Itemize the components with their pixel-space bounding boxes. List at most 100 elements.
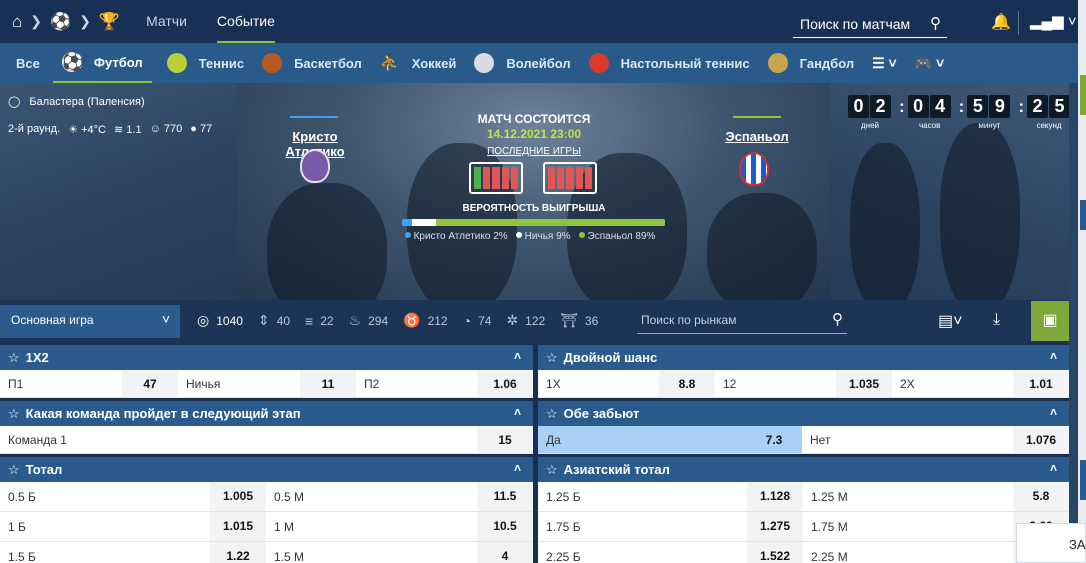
sport-tab-table-tennis[interactable]: Настольный теннис [580, 43, 759, 83]
odd-cell[interactable]: П2 1.06 [356, 370, 533, 397]
odd-cell[interactable]: 1X 8.8 [538, 370, 715, 397]
odd-value: 1.005 [210, 482, 266, 511]
odd-cell[interactable]: 1.25 Б 1.128 [538, 482, 803, 511]
sport-tab-all[interactable]: Все [0, 43, 53, 83]
market-header[interactable]: ☆ 1X2 ˄ [0, 345, 533, 370]
main-game-select[interactable]: Основная игра ˅ [0, 305, 180, 338]
star-icon[interactable]: ☆ [546, 462, 558, 477]
chevron-up-icon[interactable]: ˄ [513, 405, 521, 419]
odd-cell[interactable]: 1 М 10.5 [266, 512, 533, 541]
odd-label: 1.25 Б [546, 489, 581, 504]
probability-legend-item: Эспаньол 89% [578, 231, 655, 242]
odd-cell[interactable]: Ничья 11 [178, 370, 356, 397]
market-header[interactable]: ☆ Обе забьют ˄ [538, 401, 1069, 426]
odd-cell[interactable]: 1 Б 1.015 [0, 512, 266, 541]
home-icon[interactable]: ⌂ [12, 11, 23, 31]
esports-menu[interactable]: 🎮 ˅ [906, 43, 954, 83]
market-row: 1.25 Б 1.128 1.25 М 5.8 [538, 482, 1069, 512]
soccer-icon[interactable]: ⚽ [50, 11, 72, 31]
home-team-name[interactable]: Кристо Атлетико [285, 129, 344, 159]
sport-tab-basketball[interactable]: Баскетбол [253, 43, 371, 83]
market-search-input[interactable]: Поиск по рынкам ⚲ [637, 309, 847, 334]
market-double-chance: ☆ Двойной шанс ˄ 1X 8.8 12 1.035 2X 1.01 [538, 345, 1069, 398]
odd-cell[interactable]: 0.5 М 11.5 [266, 482, 533, 511]
home-form-indicator[interactable] [469, 162, 523, 194]
odd-label: Ничья [186, 376, 221, 391]
odd-cell[interactable]: П1 47 [0, 370, 178, 397]
vertical-scrollbar[interactable] [1069, 83, 1078, 563]
odd-cell[interactable]: 1.5 М 4 [266, 542, 533, 563]
trophy-icon[interactable]: 🏆 [98, 11, 121, 31]
nav-link-event[interactable]: Событие [216, 0, 275, 43]
last-games-link[interactable]: ПОСЛЕДНИЕ ИГРЫ [487, 146, 581, 157]
match-search-input[interactable]: Поиск по матчам ⚲ [793, 12, 947, 38]
odd-cell[interactable]: 0.5 Б 1.005 [0, 482, 266, 511]
bar-chart-icon[interactable]: ▂▄▆ ˅ [1030, 13, 1077, 30]
chevron-up-icon[interactable]: ˄ [513, 461, 521, 475]
odd-cell[interactable]: 2X 1.01 [892, 370, 1069, 397]
market-header[interactable]: ☆ Двойной шанс ˄ [538, 345, 1069, 370]
search-icon[interactable]: ⚲ [930, 15, 941, 32]
wind-icon: ≋ [113, 124, 124, 136]
star-icon[interactable]: ☆ [8, 462, 20, 477]
round-label: 2-й раунд. [8, 123, 61, 135]
market-counter[interactable]: ⛩ 36 [560, 312, 598, 329]
market-asian-total: ☆ Азиатский тотал ˄ 1.25 Б 1.128 1.25 М 5.8 … [538, 457, 1069, 563]
away-team-name[interactable]: Эспаньол [725, 129, 789, 144]
nav-link-matches[interactable]: Матчи [146, 13, 187, 29]
odd-cell[interactable]: Команда 1 15 [0, 426, 533, 453]
more-sports-menu[interactable]: ☰ ˅ [863, 43, 906, 83]
digit: 5 [967, 95, 989, 118]
star-icon[interactable]: ☆ [546, 406, 558, 421]
sport-tab-hockey[interactable]: ⛹ Хоккей [371, 43, 466, 83]
odd-label: 1.25 М [811, 489, 848, 504]
market-counter[interactable]: ✲ 122 [506, 312, 545, 329]
sport-tab-volleyball[interactable]: Волейбол [465, 43, 579, 83]
chevron-up-icon[interactable]: ˄ [1049, 405, 1057, 419]
layout-view-icon[interactable]: ▤˅ [938, 313, 963, 330]
star-icon[interactable]: ☆ [8, 350, 20, 365]
bell-icon[interactable]: 🔔 [991, 14, 1011, 31]
weather-info: 2-й раунд. ☀ +4°C ≋ 1.1 ☺ 770 ● 77 [8, 123, 212, 136]
market-row: 1.5 Б 1.22 1.5 М 4 [0, 542, 533, 563]
bottom-popup[interactable]: ЗА [1016, 523, 1086, 563]
download-icon[interactable]: ⤓ [993, 311, 1001, 328]
market-counter[interactable]: ◔ 74 [463, 312, 492, 329]
odd-value: 11.5 [477, 482, 533, 511]
odd-label: Команда 1 [8, 432, 67, 447]
chevron-up-icon[interactable]: ˄ [1049, 461, 1057, 475]
search-icon[interactable]: ⚲ [832, 311, 843, 328]
market-counter[interactable]: ♉ 212 [403, 312, 447, 329]
market-counter[interactable]: ♨ 294 [349, 312, 389, 329]
market-counter[interactable]: ⇕ 40 [258, 312, 290, 329]
odd-cell[interactable]: 1.75 Б 1.275 [538, 512, 803, 541]
chevron-up-icon[interactable]: ˄ [513, 349, 521, 363]
home-team-line [290, 116, 338, 118]
market-header[interactable]: ☆ Тотал ˄ [0, 457, 533, 482]
away-form-indicator[interactable] [543, 162, 597, 194]
volleyball-icon [474, 53, 495, 73]
sport-tab-tennis[interactable]: Теннис [158, 43, 253, 83]
sport-tab-handball[interactable]: Гандбол [759, 43, 863, 83]
chevron-up-icon[interactable]: ˄ [1049, 349, 1057, 363]
market-row: Да 7.3 Нет 1.076 [538, 426, 1069, 454]
odd-cell[interactable]: 1.25 М 5.8 [803, 482, 1069, 511]
sport-tab-football[interactable]: ⚽ Футбол [52, 43, 152, 83]
odd-cell[interactable]: Да 7.3 [538, 426, 802, 453]
market-row: 1 Б 1.015 1 М 10.5 [0, 512, 533, 542]
odd-cell[interactable]: 2.25 Б 1.522 [538, 542, 803, 563]
win-probability-title: ВЕРОЯТНОСТЬ ВЫИГРЫША [462, 203, 606, 214]
star-icon[interactable]: ☆ [8, 406, 20, 421]
odd-cell[interactable]: Нет 1.076 [802, 426, 1069, 453]
star-icon[interactable]: ☆ [546, 350, 558, 365]
odd-cell[interactable]: 12 1.035 [715, 370, 892, 397]
person-icon: ☺ [149, 123, 161, 135]
market-header[interactable]: ☆ Какая команда пройдет в следующий этап ˄ [0, 401, 533, 426]
market-header[interactable]: ☆ Азиатский тотал ˄ [538, 457, 1069, 482]
stadium-view-button[interactable]: ▣ [1031, 301, 1069, 341]
market-counter[interactable]: ◎ 1040 [197, 312, 243, 329]
market-counter[interactable]: ≡ 22 [305, 312, 334, 329]
odd-cell[interactable]: 1.5 Б 1.22 [0, 542, 266, 563]
match-header: ◯ Баластера (Паленсия) 2-й раунд. ☀ +4°C… [0, 83, 1078, 300]
